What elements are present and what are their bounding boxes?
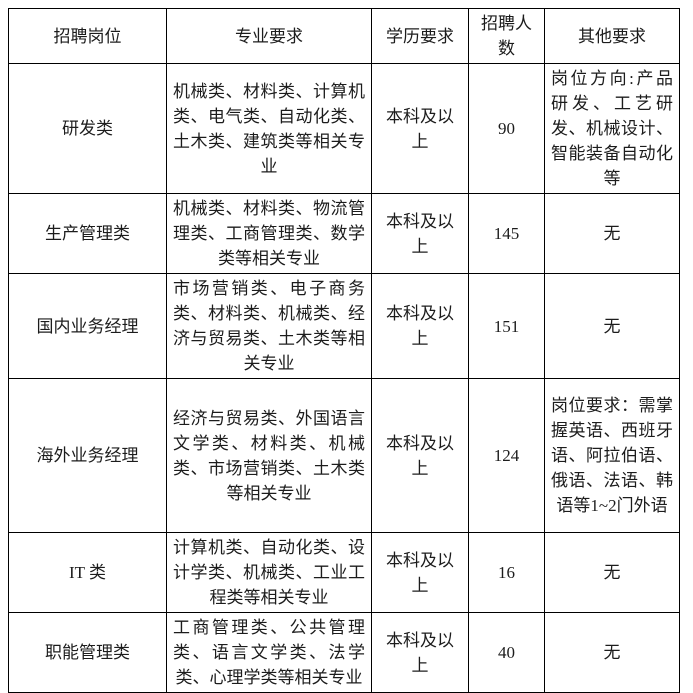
table-row-it: IT 类 计算机类、自动化类、设计学类、机械类、工业工程类等相关专业 本科及以上… bbox=[8, 532, 680, 613]
majors-cell: 经济与贸易类、外国语言文学类、材料类、机械类、市场营销类、土木类等相关专业 bbox=[166, 378, 372, 533]
headcount-cell: 151 bbox=[468, 273, 545, 379]
other-cell: 岗位要求：需掌握英语、西班牙语、阿拉伯语、俄语、法语、韩语等1~2门外语 bbox=[544, 378, 680, 533]
education-cell: 本科及以上 bbox=[371, 612, 469, 693]
headcount-cell: 90 bbox=[468, 63, 545, 194]
header-other: 其他要求 bbox=[544, 8, 680, 64]
header-education: 学历要求 bbox=[371, 8, 469, 64]
table-row-domestic-sales: 国内业务经理 市场营销类、电子商务类、材料类、机械类、经济与贸易类、土木类等相关… bbox=[8, 273, 680, 379]
position-cell: 生产管理类 bbox=[8, 193, 167, 274]
header-headcount: 招聘人数 bbox=[468, 8, 545, 64]
position-cell: 研发类 bbox=[8, 63, 167, 194]
education-cell: 本科及以上 bbox=[371, 532, 469, 613]
position-cell: 职能管理类 bbox=[8, 612, 167, 693]
other-cell: 无 bbox=[544, 532, 680, 613]
education-cell: 本科及以上 bbox=[371, 378, 469, 533]
education-cell: 本科及以上 bbox=[371, 273, 469, 379]
position-cell: 海外业务经理 bbox=[8, 378, 167, 533]
header-position: 招聘岗位 bbox=[8, 8, 167, 64]
position-cell: 国内业务经理 bbox=[8, 273, 167, 379]
table-header-row: 招聘岗位 专业要求 学历要求 招聘人数 其他要求 bbox=[8, 8, 680, 64]
majors-cell: 机械类、材料类、计算机类、电气类、自动化类、土木类、建筑类等相关专业 bbox=[166, 63, 372, 194]
headcount-cell: 145 bbox=[468, 193, 545, 274]
table-row-production: 生产管理类 机械类、材料类、物流管理类、工商管理类、数学类等相关专业 本科及以上… bbox=[8, 193, 680, 274]
education-cell: 本科及以上 bbox=[371, 63, 469, 194]
education-cell: 本科及以上 bbox=[371, 193, 469, 274]
headcount-cell: 124 bbox=[468, 378, 545, 533]
headcount-cell: 16 bbox=[468, 532, 545, 613]
table-row-overseas-sales: 海外业务经理 经济与贸易类、外国语言文学类、材料类、机械类、市场营销类、土木类等… bbox=[8, 378, 680, 533]
other-cell: 无 bbox=[544, 612, 680, 693]
recruitment-table: 招聘岗位 专业要求 学历要求 招聘人数 其他要求 研发类 机械类、材料类、计算机… bbox=[8, 8, 680, 693]
majors-cell: 工商管理类、公共管理类、语言文学类、法学类、心理学类等相关专业 bbox=[166, 612, 372, 693]
table-row-rnd: 研发类 机械类、材料类、计算机类、电气类、自动化类、土木类、建筑类等相关专业 本… bbox=[8, 63, 680, 194]
other-cell: 无 bbox=[544, 193, 680, 274]
position-cell: IT 类 bbox=[8, 532, 167, 613]
majors-cell: 计算机类、自动化类、设计学类、机械类、工业工程类等相关专业 bbox=[166, 532, 372, 613]
majors-cell: 机械类、材料类、物流管理类、工商管理类、数学类等相关专业 bbox=[166, 193, 372, 274]
other-cell: 岗位方向:产品研发、工艺研发、机械设计、智能装备自动化等 bbox=[544, 63, 680, 194]
header-majors: 专业要求 bbox=[166, 8, 372, 64]
table-row-functional-mgmt: 职能管理类 工商管理类、公共管理类、语言文学类、法学类、心理学类等相关专业 本科… bbox=[8, 612, 680, 693]
majors-cell: 市场营销类、电子商务类、材料类、机械类、经济与贸易类、土木类等相关专业 bbox=[166, 273, 372, 379]
headcount-cell: 40 bbox=[468, 612, 545, 693]
other-cell: 无 bbox=[544, 273, 680, 379]
